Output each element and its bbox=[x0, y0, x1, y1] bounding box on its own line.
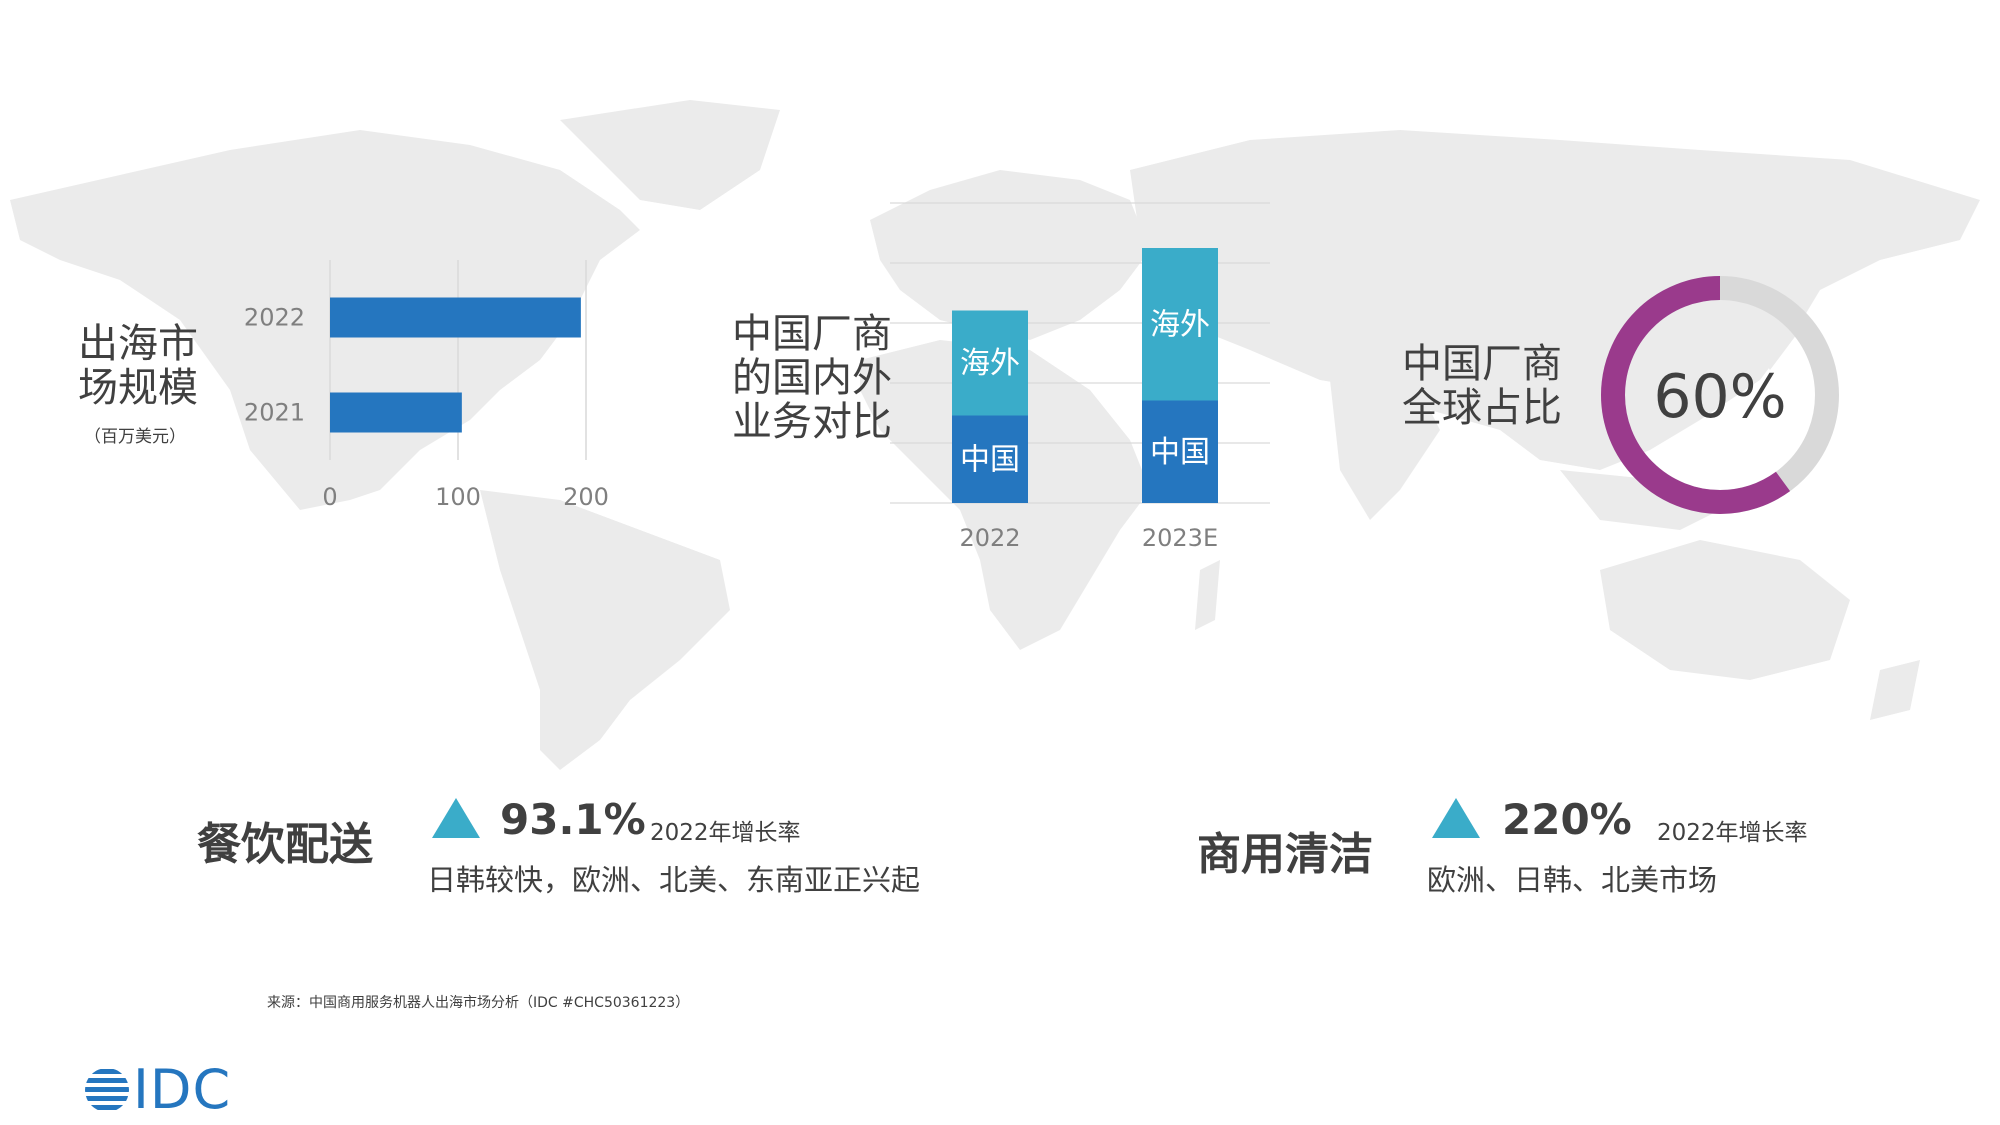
stat-desc-delivery: 日韩较快，欧洲、北美、东南亚正兴起 bbox=[427, 863, 921, 897]
donut-share-slice bbox=[1601, 276, 1839, 514]
x-tick-label: 2022 bbox=[959, 524, 1020, 552]
y-tick-label: 2022 bbox=[244, 304, 305, 332]
donut-center-label: 60% bbox=[1653, 362, 1786, 432]
x-tick-label: 0 bbox=[322, 483, 337, 511]
market-size-bar-chart: 0 100 200 2022 2021 bbox=[244, 260, 609, 511]
domestic-overseas-stacked-chart: 中国 海外 2022 中国 海外 2023E bbox=[890, 202, 1270, 552]
stat-unit-delivery: 2022年增长率 bbox=[650, 820, 801, 846]
bar-2021 bbox=[330, 392, 462, 433]
domestic-overseas-title: 中国厂商 的国内外 业务对比 bbox=[732, 312, 892, 444]
logo-text: IDC bbox=[133, 1058, 232, 1121]
up-triangle-icon bbox=[1432, 798, 1480, 838]
up-triangle-icon bbox=[432, 798, 480, 838]
segment-2023E-0 bbox=[1142, 400, 1218, 503]
market-title-line1: 出海市 bbox=[78, 321, 198, 367]
idc-logo: IDC bbox=[83, 1058, 231, 1121]
global-share-title: 中国厂商 全球占比 bbox=[1402, 342, 1562, 430]
segment-2022-1 bbox=[952, 310, 1028, 416]
stat-desc-cleaning: 欧洲、日韩、北美市场 bbox=[1427, 863, 1718, 897]
stat-value-delivery: 93.1% bbox=[500, 795, 646, 844]
segment-label: 中国 bbox=[960, 442, 1020, 477]
domestic-overseas-title-line1: 中国厂商 bbox=[732, 311, 892, 357]
segment-2022-0 bbox=[952, 415, 1028, 503]
stat-name-delivery: 餐饮配送 bbox=[197, 819, 373, 870]
stat-name-cleaning: 商用清洁 bbox=[1197, 829, 1373, 880]
segment-label: 海外 bbox=[1150, 307, 1210, 342]
x-tick-label: 200 bbox=[563, 483, 609, 511]
stat-unit-cleaning: 2022年增长率 bbox=[1657, 820, 1808, 846]
x-tick-label: 2023E bbox=[1142, 524, 1218, 552]
global-share-donut-chart: 60% bbox=[1601, 276, 1839, 514]
x-tick-label: 100 bbox=[435, 483, 481, 511]
market-title: 出海市 场规模 bbox=[78, 322, 198, 410]
global-share-title-line1: 中国厂商 bbox=[1402, 341, 1562, 387]
market-unit: （百万美元） bbox=[84, 427, 186, 447]
source-note: 来源：中国商用服务机器人出海市场分析（IDC #CHC50361223） bbox=[267, 995, 690, 1011]
domestic-overseas-title-line2: 的国内外 bbox=[732, 355, 892, 401]
bar-2022 bbox=[330, 297, 581, 338]
segment-2023E-1 bbox=[1142, 248, 1218, 401]
market-title-line2: 场规模 bbox=[78, 365, 198, 411]
stat-value-cleaning: 220% bbox=[1502, 795, 1632, 844]
globe-stripes-icon bbox=[85, 1068, 129, 1110]
y-tick-label: 2021 bbox=[244, 399, 305, 427]
domestic-overseas-title-line3: 业务对比 bbox=[732, 399, 892, 445]
segment-label: 中国 bbox=[1150, 435, 1210, 470]
global-share-title-line2: 全球占比 bbox=[1402, 385, 1562, 431]
segment-label: 海外 bbox=[960, 346, 1020, 381]
